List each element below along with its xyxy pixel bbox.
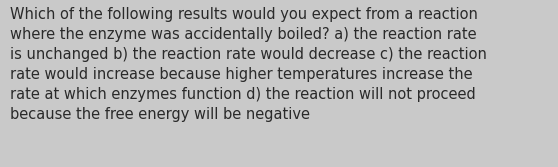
Text: Which of the following results would you expect from a reaction
where the enzyme: Which of the following results would you…	[10, 7, 487, 122]
